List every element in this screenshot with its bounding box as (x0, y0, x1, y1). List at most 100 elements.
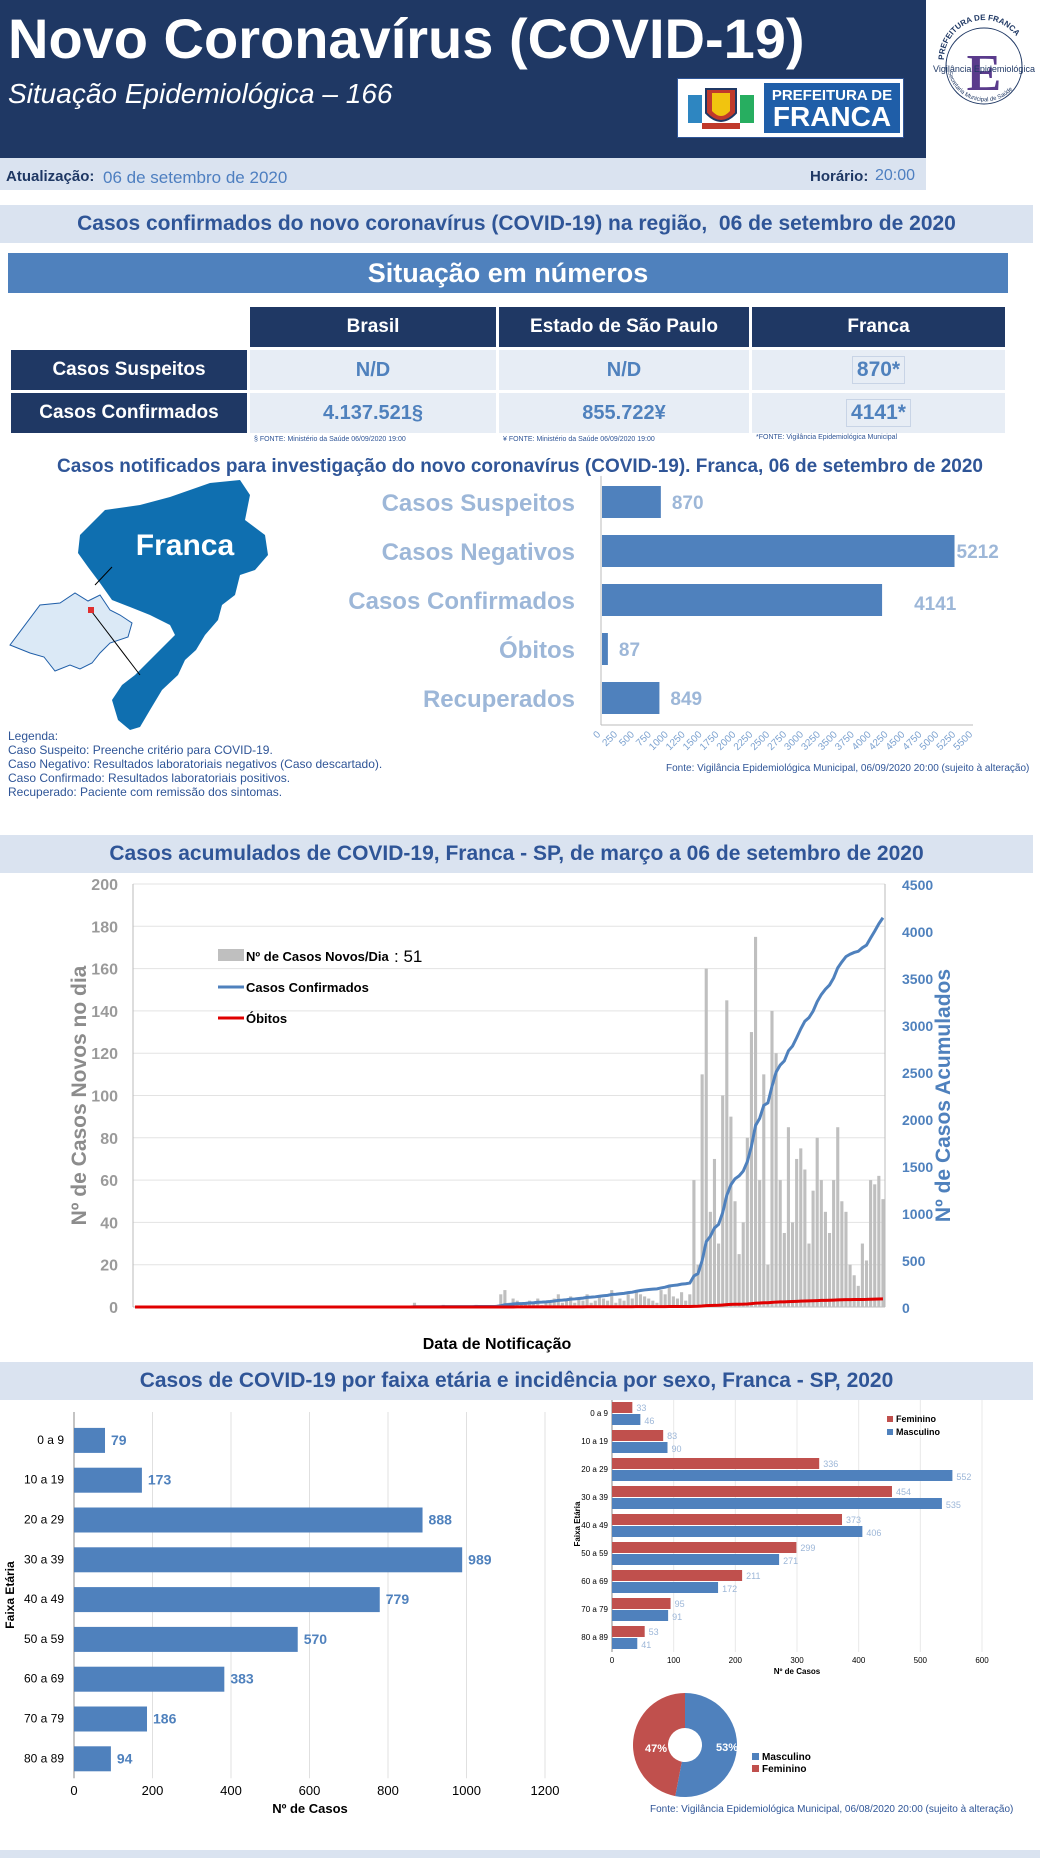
x-tick-label: 5500 (952, 729, 976, 753)
y-tick-label-right: 0 (902, 1300, 910, 1316)
daily-bar (499, 1294, 503, 1307)
faixa-chart: 0 200 400 600 800 1000 1200 0 a 9 79 10 a 19 173 20… (3, 1412, 560, 1816)
daily-bar (606, 1300, 610, 1307)
page-subtitle: Situação Epidemiológica – 166 (8, 78, 393, 109)
daily-bar (581, 1300, 585, 1307)
category-label: Óbitos (499, 636, 575, 664)
daily-bar (680, 1292, 684, 1307)
y-tick-label-right: 2500 (902, 1065, 933, 1081)
x-tick-label: 1200 (531, 1783, 560, 1798)
bar (602, 535, 955, 567)
y-tick-label-right: 4500 (902, 877, 933, 893)
data-label: 383 (230, 1671, 254, 1687)
bar (74, 1507, 423, 1533)
daily-bar (774, 1053, 778, 1307)
bar (602, 584, 883, 616)
daily-bar (873, 1184, 877, 1307)
y-axis-title-left: Nº de Casos Novos no dia (68, 965, 91, 1225)
category-label: 60 a 69 (581, 1577, 608, 1586)
daily-bar (577, 1298, 581, 1307)
daily-bar (860, 1243, 864, 1307)
legenda: Legenda: Caso Suspeito: Preenche critéri… (8, 729, 382, 799)
daily-bar (795, 1158, 799, 1307)
category-label: 30 a 39 (24, 1552, 64, 1566)
daily-bar (881, 1199, 885, 1307)
daily-bar (790, 1222, 795, 1307)
daily-bar (564, 1300, 569, 1307)
category-label: 80 a 89 (24, 1751, 64, 1765)
bar-masculino (612, 1498, 942, 1509)
daily-bar (729, 1116, 733, 1307)
daily-bar (601, 1298, 606, 1307)
daily-bar (807, 1243, 811, 1307)
bar-feminino (612, 1598, 671, 1609)
notificados-fonte: Fonte: Vigilância Epidemiológica Municip… (666, 763, 1030, 774)
category-label: 50 a 59 (24, 1632, 64, 1646)
daily-bar (770, 1010, 774, 1307)
x-tick-label: 800 (377, 1783, 399, 1798)
x-tick-label: 0 (610, 1656, 615, 1665)
daily-bar (597, 1296, 601, 1307)
y-tick-label-right: 500 (902, 1253, 926, 1269)
category-label: Casos Negativos (382, 539, 575, 566)
y-tick-label-left: 60 (100, 1173, 118, 1190)
category-label: 0 a 9 (590, 1409, 608, 1418)
daily-bar (643, 1296, 647, 1307)
daily-bar (614, 1302, 618, 1307)
daily-bar (840, 1201, 844, 1307)
daily-bar (659, 1290, 663, 1307)
daily-bar (786, 1127, 790, 1307)
daily-bar (725, 1000, 729, 1307)
bar-masculino (612, 1442, 668, 1453)
daily-bar (626, 1294, 630, 1307)
notificados-chart: Casos Suspeitos 870 Casos Negativos 5212 Cas… (348, 476, 999, 753)
col-sp: Estado de São Paulo (499, 307, 749, 347)
data-label-masculino: 41 (641, 1640, 651, 1650)
category-label: 80 a 89 (581, 1633, 608, 1642)
pie-slice (675, 1693, 737, 1797)
cell-confirmados-franca: 4141* (846, 399, 911, 427)
bar-masculino (612, 1554, 780, 1565)
y-tick-label-left: 180 (91, 919, 118, 936)
daily-bar (634, 1290, 638, 1307)
data-label-masculino: 552 (956, 1472, 971, 1482)
situacao-title: Situação em números (8, 253, 1008, 293)
obitos-line (135, 1297, 883, 1309)
data-label-masculino: 172 (722, 1584, 737, 1594)
faixa-header: Casos de COVID-19 por faixa etária e inc… (0, 1362, 1033, 1400)
data-label-feminino: 95 (675, 1599, 685, 1609)
y-tick-label-left: 200 (91, 877, 118, 894)
daily-bar (552, 1298, 556, 1307)
y-tick-label-left: 160 (91, 962, 118, 979)
daily-bar (593, 1300, 597, 1307)
svg-text:Vigilância Epidemiológica: Vigilância Epidemiológica (933, 64, 1035, 74)
data-label-masculino: 406 (866, 1528, 881, 1538)
daily-bar (589, 1302, 593, 1307)
daily-bar (827, 1232, 832, 1307)
bar-masculino (612, 1582, 719, 1593)
daily-bar (532, 1302, 536, 1307)
daily-bar (618, 1298, 622, 1307)
legend-label-conf: Casos Confirmados (246, 980, 369, 995)
bar (74, 1626, 298, 1652)
y-tick-label-right: 3000 (902, 1018, 933, 1034)
update-value: 06 de setembro de 2020 (103, 168, 288, 187)
daily-bar (412, 1302, 417, 1307)
data-label-masculino: 91 (672, 1612, 682, 1622)
category-label: 50 a 59 (581, 1549, 608, 1558)
y-tick-label-left: 0 (109, 1300, 118, 1317)
bar-feminino (612, 1570, 743, 1581)
pie-legend-swatch-feminino (752, 1765, 759, 1772)
svg-text:E: E (967, 45, 1002, 102)
faixa-fonte: Fonte: Vigilância Epidemiológica Municip… (650, 1804, 1014, 1815)
daily-bar (836, 1127, 840, 1307)
data-label: 94 (117, 1750, 133, 1766)
daily-bar (655, 1302, 659, 1307)
fonte-franca: *FONTE: Vigilância Epidemiológica Munici… (756, 434, 898, 441)
pie-legend-masculino: Masculino (762, 1752, 811, 1763)
daily-bar (823, 1211, 827, 1307)
y-tick-label-left: 120 (91, 1046, 118, 1063)
category-label: Casos Confirmados (348, 588, 575, 615)
data-label-feminino: 373 (846, 1515, 861, 1525)
daily-bar (663, 1294, 667, 1307)
